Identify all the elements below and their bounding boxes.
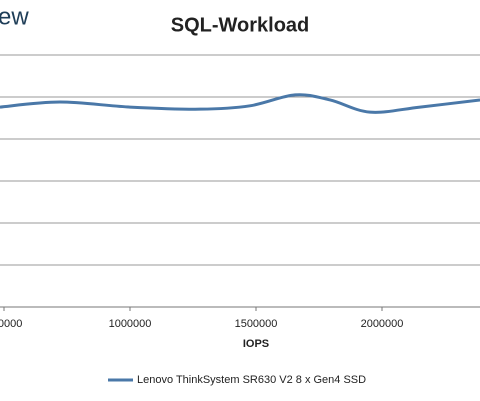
x-tick-label: 2000000 [361, 318, 404, 330]
chart-title: SQL-Workload [171, 14, 310, 36]
x-tick-label: 1000000 [109, 318, 152, 330]
data-line [0, 93, 480, 114]
x-axis-title: IOPS [243, 338, 269, 350]
logo: ew [0, 3, 29, 30]
x-tick-label: 1500000 [235, 318, 278, 330]
x-tick-label: 500000 [0, 318, 22, 330]
legend-label: Lenovo ThinkSystem SR630 V2 8 x Gen4 SSD [137, 374, 366, 386]
